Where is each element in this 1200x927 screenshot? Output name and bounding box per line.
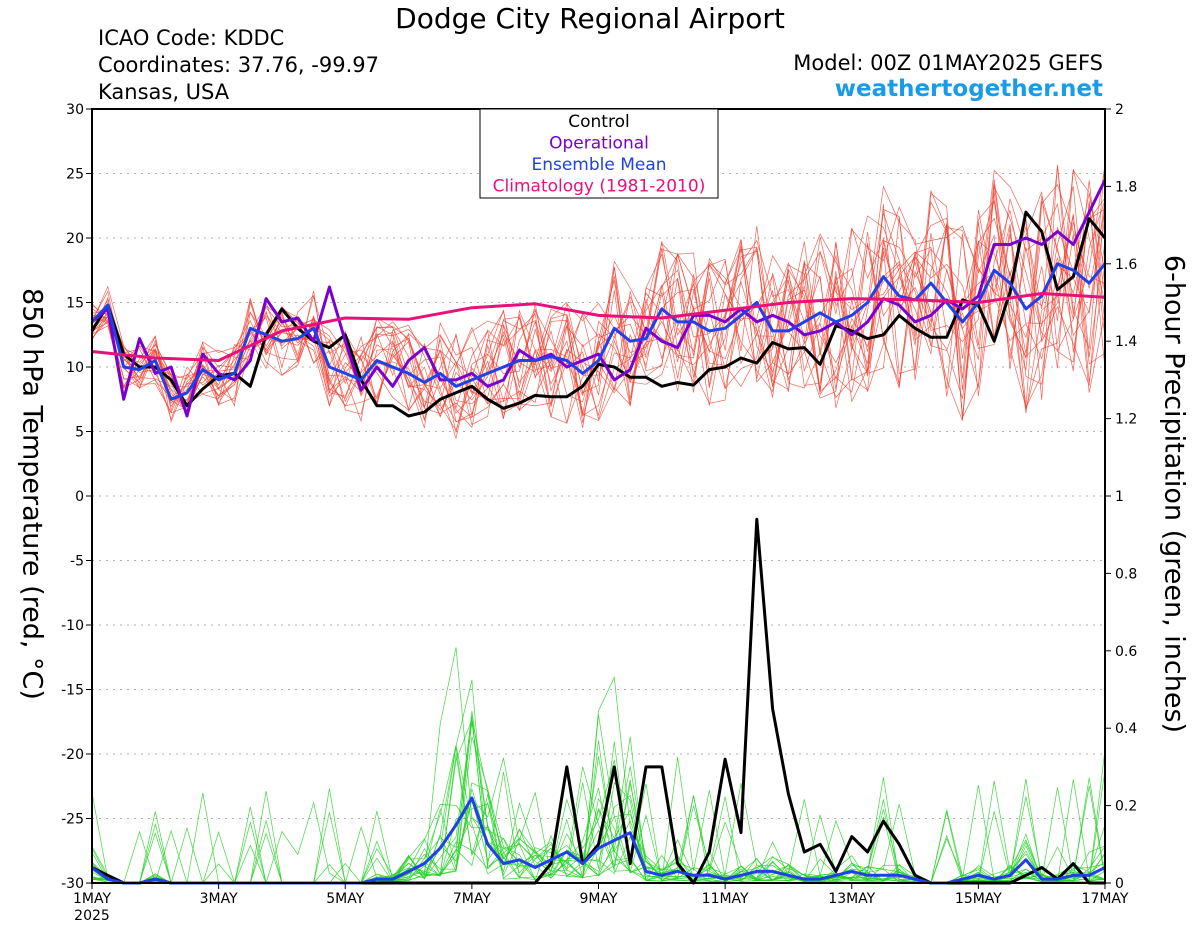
tick-label-x: 11MAY	[702, 891, 749, 907]
tick-label-right: 0	[1115, 876, 1124, 892]
temp-climatology-line	[91, 292, 1106, 362]
temp-member-line	[91, 200, 1106, 429]
temp-member-line	[91, 164, 1106, 422]
tick-label-left: 5	[75, 425, 84, 441]
legend-control: Control	[568, 112, 629, 132]
precip-member-line	[91, 718, 1106, 884]
precip-member-line	[91, 710, 1106, 884]
temp-member-line	[91, 198, 1106, 424]
temp-control-line	[90, 210, 1107, 418]
tick-label-x: 9MAY	[579, 891, 617, 907]
tick-label-right: 0.6	[1115, 644, 1137, 660]
precip-member-line	[91, 722, 1106, 884]
temp-member-line	[91, 193, 1106, 429]
legend-mean: Ensemble Mean	[531, 155, 666, 175]
ensemble-members	[91, 160, 1106, 884]
tick-label-x: 17MAY	[1082, 891, 1129, 907]
tick-label-left: -20	[61, 747, 84, 763]
tick-label-right: 2	[1115, 102, 1124, 118]
region: Kansas, USA	[98, 80, 230, 104]
tick-label-left: 30	[66, 102, 84, 118]
tick-label-left: 10	[66, 360, 84, 376]
tick-label-x: 15MAY	[955, 891, 1002, 907]
legend-climatology: Climatology (1981-2010)	[493, 177, 706, 197]
axis-ticks: 302520151050-5-10-15-20-25-3021.81.61.41…	[61, 102, 1137, 924]
tick-label-right: 0.4	[1115, 721, 1137, 737]
icao-code: ICAO Code: KDDC	[98, 26, 285, 50]
tick-label-x: 1MAY	[73, 891, 111, 907]
tick-label-x: 7MAY	[453, 891, 491, 907]
tick-label-left: -10	[61, 618, 84, 634]
temp-member-line	[91, 190, 1106, 419]
tick-label-left: -30	[61, 876, 84, 892]
legend-operational: Operational	[549, 134, 649, 154]
grid	[92, 173, 1105, 819]
tick-label-right: 1.8	[1115, 179, 1137, 195]
tick-label-left: -25	[61, 812, 84, 828]
website-link[interactable]: weathertogether.net	[834, 76, 1103, 102]
tick-label-left: 15	[66, 296, 84, 312]
tick-label-left: -5	[70, 554, 84, 570]
temp-operational-line	[91, 179, 1107, 418]
tick-label-right: 1.6	[1115, 257, 1137, 273]
tick-label-x: 5MAY	[326, 891, 364, 907]
precip-member-line	[91, 676, 1106, 884]
chart-title: Dodge City Regional Airport	[395, 2, 785, 35]
tick-label-x: 13MAY	[828, 891, 875, 907]
tick-label-left: -15	[61, 683, 84, 699]
tick-label-right: 0.2	[1115, 799, 1137, 815]
tick-label-right: 1	[1115, 489, 1124, 505]
temp-mean-line	[90, 262, 1107, 401]
legend-box	[479, 108, 719, 199]
tick-label-left: 25	[66, 167, 84, 183]
precip-member-line	[91, 745, 1106, 884]
tick-label-right: 1.4	[1115, 334, 1137, 350]
tick-label-x-year: 2025	[74, 908, 110, 924]
tick-label-right: 0.8	[1115, 566, 1137, 582]
precip-member-line	[91, 766, 1106, 884]
tick-label-left: 20	[66, 231, 84, 247]
model-run: Model: 00Z 01MAY2025 GEFS	[793, 51, 1103, 75]
coordinates: Coordinates: 37.76, -99.97	[98, 53, 379, 77]
tick-label-x: 3MAY	[200, 891, 238, 907]
tick-label-left: 0	[75, 489, 84, 505]
precip-control-line	[91, 517, 1105, 885]
tick-label-right: 1.2	[1115, 412, 1137, 428]
